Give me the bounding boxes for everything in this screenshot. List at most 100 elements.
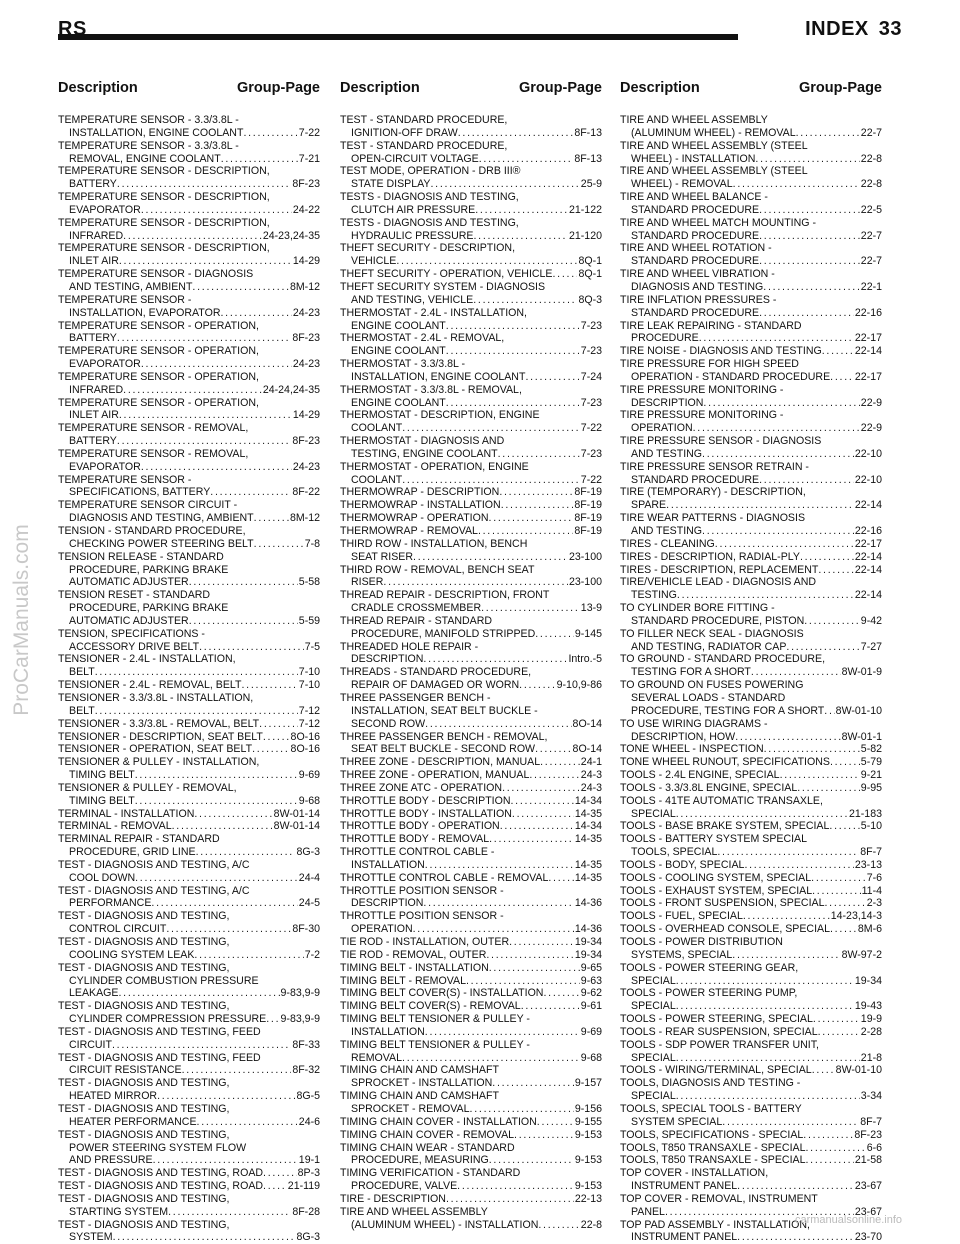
dot-leader <box>481 602 580 615</box>
group-page-ref: 19-1 <box>298 1154 320 1167</box>
group-page-ref: 9-155 <box>574 1115 602 1128</box>
group-page-ref: 6-6 <box>866 1141 882 1154</box>
dot-leader <box>722 1116 859 1129</box>
index-entry: THERMOWRAP - INSTALLATION 8F-19 <box>340 499 602 512</box>
entry-leader-line: THROTTLE BODY - DESCRIPTION 14-34 <box>340 795 602 808</box>
entry-line: THREAD REPAIR - DESCRIPTION, FRONT <box>340 589 550 602</box>
entry-leader-line: WHEEL) - INSTALLATION 22-8 <box>620 153 882 166</box>
entry-line: THROTTLE CONTROL CABLE - REMOVAL <box>340 871 549 884</box>
dot-leader <box>813 1013 860 1026</box>
entry-line: TEMPERATURE SENSOR - DESCRIPTION, <box>58 165 270 178</box>
index-entry: TIRE PRESSURE MONITORING -DESCRIPTION 22-… <box>620 384 882 410</box>
dot-leader <box>796 127 860 140</box>
group-page-ref: 14-29 <box>292 409 320 422</box>
index-entry: TOOLS, DIAGNOSIS AND TESTING -SPECIAL 3-3… <box>620 1077 882 1103</box>
entry-line: PROCEDURE <box>631 332 699 345</box>
entry-leader-line: TIMING CHAIN COVER - INSTALLATION 9-155 <box>340 1116 602 1129</box>
entry-line: DESCRIPTION, HOW <box>631 730 736 743</box>
dot-leader <box>732 949 840 962</box>
entry-leader-line: TIMING CHAIN COVER - REMOVAL 9-153 <box>340 1129 602 1142</box>
dot-leader <box>194 808 272 821</box>
column-header-3: Description Group-Page <box>620 80 882 96</box>
group-page-ref: 19-34 <box>854 974 882 987</box>
entry-line: TO FILLER NECK SEAL - DIAGNOSIS <box>620 627 804 640</box>
dot-leader <box>141 204 292 217</box>
entry-leader-line: DESCRIPTION 14-36 <box>340 897 602 910</box>
index-entry: TIMING CHAIN AND CAMSHAFT SPROCKET - INST… <box>340 1064 602 1090</box>
column-header-1: Description Group-Page <box>58 80 320 96</box>
group-page-ref: 22-16 <box>854 306 882 319</box>
group-page-ref: 24-4 <box>298 871 320 884</box>
index-column-2: TEST - STANDARD PROCEDURE, IGNITION-OFF D… <box>340 114 602 1231</box>
entry-line: TEST - DIAGNOSIS AND TESTING, <box>58 961 230 974</box>
dot-leader <box>829 820 859 833</box>
index-entry: THROTTLE CONTROL CABLE -INSTALLATION 14-3… <box>340 846 602 872</box>
dot-leader <box>446 345 580 358</box>
group-page-ref: 9-95 <box>860 781 882 794</box>
footer-link[interactable]: carmanualsonline.info <box>794 1214 902 1226</box>
entry-line: SPROCKET - INSTALLATION <box>351 1077 493 1090</box>
dot-leader <box>486 949 574 962</box>
entry-line: TENSIONER - 2.4L - INSTALLATION, <box>58 653 236 666</box>
index-entry: TEST - DIAGNOSIS AND TESTING, CONTROL CIR… <box>58 910 320 936</box>
entry-leader-line: CLUTCH AIR PRESSURE 21-122 <box>340 204 602 217</box>
entry-line: THREE PASSENGER BENCH - <box>340 691 491 704</box>
entry-line: DIAGNOSIS AND TESTING <box>631 280 764 293</box>
dot-leader <box>699 332 854 345</box>
dot-leader <box>511 795 574 808</box>
group-page-ref: 24-23 <box>292 306 320 319</box>
entry-line: PROCEDURE, TESTING FOR A SHORT <box>631 704 825 717</box>
dot-leader <box>220 307 291 320</box>
index-entry: TONE WHEEL RUNOUT, SPECIFICATIONS 5-79 <box>620 756 882 769</box>
dot-leader <box>172 820 273 833</box>
entry-leader-line: (ALUMINUM WHEEL) - INSTALLATION 22-8 <box>340 1219 602 1232</box>
index-entry: TEST - DIAGNOSIS AND TESTING, HEATED MIRR… <box>58 1077 320 1103</box>
index-entry: TEST - DIAGNOSIS AND TESTING, ROAD 21-119 <box>58 1180 320 1193</box>
entry-leader-line: AND TESTING, VEHICLE 8Q-3 <box>340 294 602 307</box>
dot-leader <box>755 153 859 166</box>
entry-leader-line: PANEL 23-67 <box>620 1206 882 1219</box>
entry-line: CIRCUIT RESISTANCE <box>69 1064 182 1077</box>
entry-line: AUTOMATIC ADJUSTER <box>69 576 189 589</box>
entry-line: AND TESTING <box>631 447 703 460</box>
entry-line: SYSTEMS, SPECIAL <box>631 948 733 961</box>
dot-leader <box>525 371 579 384</box>
entry-leader-line: HEATED MIRROR 8G-5 <box>58 1090 320 1103</box>
dot-leader <box>194 949 303 962</box>
group-page-ref: 23-100 <box>569 576 602 589</box>
entry-leader-line: TONE WHEEL - INSPECTION 5-82 <box>620 743 882 756</box>
dot-leader <box>254 512 289 525</box>
dot-leader <box>189 576 298 589</box>
entry-line: STANDARD PROCEDURE <box>631 229 760 242</box>
entry-line: CYLINDER COMBUSTION PRESSURE <box>69 974 259 987</box>
entry-leader-line: AUTOMATIC ADJUSTER 5-59 <box>58 615 320 628</box>
entry-line: TEST - DIAGNOSIS AND TESTING, FEED <box>58 1051 261 1064</box>
entry-leader-line: TOOLS - FRONT SUSPENSION, SPECIAL 2-3 <box>620 897 882 910</box>
entry-line: TEMPERATURE SENSOR - DESCRIPTION, <box>58 216 270 229</box>
index-entry: THERMOWRAP - REMOVAL 8F-19 <box>340 525 602 538</box>
group-page-ref: 8F-19 <box>574 525 602 537</box>
entry-leader-line: THERMOWRAP - OPERATION 8F-19 <box>340 512 602 525</box>
index-entry: TEMPERATURE SENSOR - DESCRIPTION, EVAPORA… <box>58 191 320 217</box>
group-page-ref: 21-58 <box>854 1154 882 1167</box>
group-page-ref: 22-1 <box>860 280 882 293</box>
entry-line: TENSION - STANDARD PROCEDURE, <box>58 525 246 537</box>
index-entry: TENSIONER - 2.4L - REMOVAL, BELT 7-10 <box>58 679 320 692</box>
dot-leader <box>811 872 866 885</box>
dot-leader <box>241 679 297 692</box>
entry-line: SPECIFICATIONS, BATTERY <box>69 486 211 499</box>
group-page-ref: 22-8 <box>580 1218 602 1231</box>
entry-line: SPECIAL <box>631 974 676 987</box>
group-page-ref: 14-36 <box>574 897 602 910</box>
index-entry: TEMPERATURE SENSOR - OPERATION,INFRARED 2… <box>58 371 320 397</box>
group-page-ref: 7-27 <box>860 640 882 653</box>
index-entry: TIRE AND WHEEL BALANCE - STANDARD PROCEDU… <box>620 191 882 217</box>
dot-leader <box>537 1116 574 1129</box>
dot-leader <box>489 512 574 525</box>
entry-line: THERMOWRAP - INSTALLATION <box>340 499 501 512</box>
group-page-ref: 9-63 <box>580 974 602 987</box>
dot-leader <box>243 127 297 140</box>
